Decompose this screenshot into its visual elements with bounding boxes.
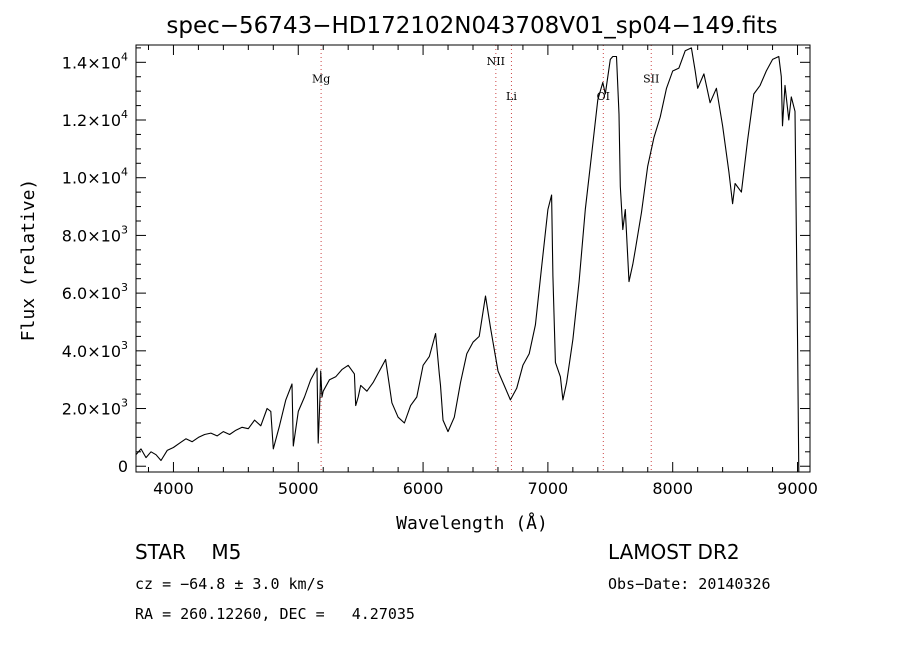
y-tick-label: 1.4×104 xyxy=(62,50,128,72)
x-tick-label: 6000 xyxy=(403,479,444,498)
y-tick-label: 2.0×103 xyxy=(62,397,128,419)
object-class: STAR M5 xyxy=(135,540,242,564)
observation-date: Obs−Date: 20140326 xyxy=(608,575,771,593)
x-tick-label: 4000 xyxy=(153,479,194,498)
y-tick-label: 1.2×104 xyxy=(62,108,128,130)
x-tick-label: 7000 xyxy=(528,479,569,498)
plot-frame xyxy=(135,44,811,473)
x-tick-label: 5000 xyxy=(278,479,319,498)
line-label-li: Li xyxy=(506,90,517,103)
spectrum-line xyxy=(135,47,800,473)
line-label-nii: NII xyxy=(487,55,505,68)
chart-title: spec−56743−HD172102N043708V01_sp04−149.f… xyxy=(166,13,777,39)
x-tick-label: 8000 xyxy=(652,479,693,498)
y-axis-label: Flux (relative) xyxy=(18,179,39,342)
y-tick-label: 4.0×103 xyxy=(62,339,128,361)
x-axis-label: Wavelength (Å) xyxy=(396,512,548,534)
y-tick-label: 6.0×103 xyxy=(62,281,128,303)
y-tick-label: 8.0×103 xyxy=(62,223,128,245)
y-tick-label: 0 xyxy=(118,457,128,476)
survey-release: LAMOST DR2 xyxy=(608,540,740,564)
coordinates: RA = 260.12260, DEC = 4.27035 xyxy=(135,605,415,623)
redshift-value: cz = −64.8 ± 3.0 km/s xyxy=(135,575,325,593)
x-tick-label: 9000 xyxy=(777,479,818,498)
y-tick-label: 1.0×104 xyxy=(62,166,128,188)
line-label-sii: SII xyxy=(643,73,659,86)
line-label-mg: Mg xyxy=(312,73,330,86)
